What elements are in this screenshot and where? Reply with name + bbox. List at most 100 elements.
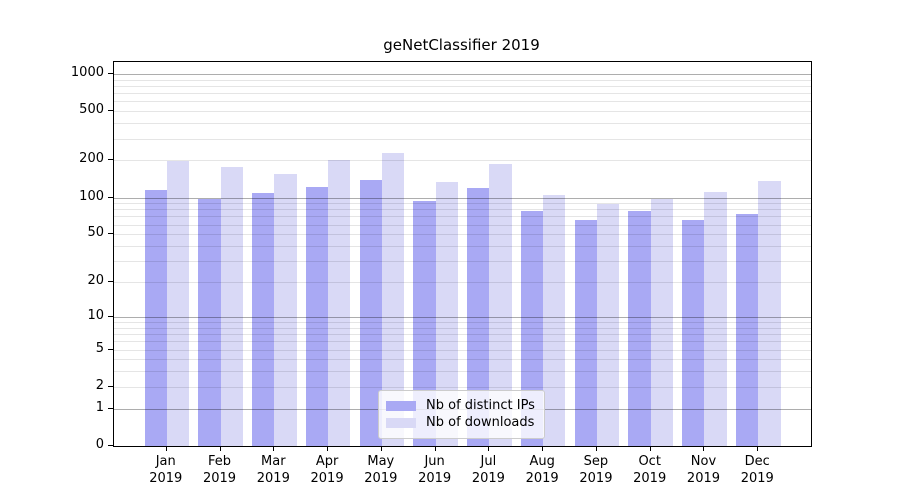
x-tick-mark (165, 447, 167, 451)
y-tick-mark (108, 196, 113, 198)
y-tick-mark (108, 445, 113, 446)
x-tick-label: Dec 2019 (725, 453, 789, 487)
legend: Nb of distinct IPs Nb of downloads (378, 390, 545, 439)
bar-downloads (166, 161, 189, 446)
x-tick-year: 2019 (310, 471, 344, 486)
x-tick-year: 2019 (418, 471, 452, 486)
bar-downloads (758, 181, 781, 446)
x-tick-year: 2019 (149, 471, 183, 486)
y-tick-mark (108, 281, 113, 283)
legend-row-distinct-ips: Nb of distinct IPs (386, 398, 535, 413)
x-tick-year: 2019 (202, 471, 237, 486)
chart-title: geNetClassifier 2019 (383, 36, 540, 54)
y-tick-label: 20 (87, 273, 104, 289)
legend-swatch-distinct-ips (386, 400, 416, 411)
bar-distinct-ips (467, 188, 490, 446)
bar-distinct-ips (198, 199, 221, 446)
x-tick-month: Jun (424, 454, 445, 469)
x-tick-label: Oct 2019 (618, 453, 682, 487)
y-tick-mark (108, 73, 113, 74)
x-tick-mark (327, 447, 329, 451)
x-tick-mark (380, 447, 382, 451)
y-tick-label: 1000 (70, 65, 104, 80)
bar-distinct-ips (736, 213, 759, 446)
y-tick-label: 2 (95, 377, 104, 393)
y-tick-mark (108, 407, 113, 409)
plot-area: Nb of distinct IPs Nb of downloads (113, 61, 812, 447)
bar-downloads (543, 195, 566, 446)
bar-distinct-ips (628, 210, 651, 446)
x-tick-year: 2019 (525, 471, 559, 486)
x-tick-mark (542, 447, 544, 451)
x-tick-mark (757, 447, 759, 451)
x-tick-month: Aug (529, 454, 555, 469)
x-tick-month: Sep (583, 454, 609, 469)
x-tick-month: May (367, 454, 395, 469)
bar-downloads (435, 182, 458, 446)
x-tick-label: Jul 2019 (456, 453, 520, 487)
x-tick-year: 2019 (686, 471, 721, 486)
x-tick-month: Dec (744, 454, 770, 469)
x-tick-label: Aug 2019 (510, 453, 574, 487)
bar-distinct-ips (359, 180, 382, 446)
bar-distinct-ips (574, 219, 597, 446)
y-tick-label: 200 (79, 151, 104, 167)
y-tick-mark (108, 348, 113, 350)
x-tick-mark (703, 447, 705, 451)
y-tick-label: 500 (79, 102, 104, 118)
legend-row-downloads: Nb of downloads (386, 415, 535, 430)
x-tick-label: Nov 2019 (671, 453, 735, 487)
bar-distinct-ips (252, 193, 275, 446)
x-tick-year: 2019 (364, 471, 398, 486)
bar-downloads (328, 160, 351, 446)
bars-layer (114, 62, 811, 446)
x-tick-month: Apr (315, 454, 339, 469)
y-tick-mark (108, 110, 113, 112)
x-tick-label: Sep 2019 (564, 453, 628, 487)
y-tick-mark (108, 159, 113, 161)
y-tick-mark (108, 233, 113, 235)
x-tick-mark (649, 447, 651, 451)
x-tick-mark (219, 447, 221, 451)
bar-downloads (489, 163, 512, 446)
x-tick-mark (488, 447, 490, 451)
bar-downloads (596, 204, 620, 446)
bar-downloads (274, 174, 297, 446)
bar-downloads (220, 167, 243, 446)
legend-label-downloads: Nb of downloads (426, 415, 535, 430)
x-tick-label: Mar 2019 (241, 453, 305, 487)
x-tick-month: Jul (480, 454, 497, 469)
x-tick-label: May 2019 (349, 453, 413, 487)
x-tick-mark (273, 447, 275, 451)
y-tick-label: 10 (87, 307, 104, 323)
bar-distinct-ips (144, 190, 167, 446)
x-tick-month: Nov (690, 454, 717, 469)
x-tick-month: Jan (155, 454, 176, 469)
bar-distinct-ips (413, 201, 436, 446)
bar-downloads (381, 152, 405, 446)
y-tick-mark (108, 385, 113, 387)
bar-downloads (650, 199, 673, 446)
x-tick-month: Feb (208, 454, 232, 469)
x-tick-year: 2019 (471, 471, 505, 486)
x-tick-label: Apr 2019 (295, 453, 359, 487)
x-tick-label: Feb 2019 (188, 453, 252, 487)
x-tick-year: 2019 (740, 471, 774, 486)
y-tick-label: 50 (87, 225, 104, 241)
x-tick-month: Oct (638, 454, 661, 469)
bar-downloads (704, 192, 727, 446)
legend-swatch-downloads (386, 417, 416, 428)
bar-distinct-ips (305, 186, 329, 446)
x-tick-mark (595, 447, 597, 451)
bar-distinct-ips (682, 220, 705, 446)
x-tick-year: 2019 (256, 471, 290, 486)
x-tick-year: 2019 (633, 471, 667, 486)
y-tick-label: 5 (95, 340, 104, 356)
x-tick-month: Mar (261, 454, 286, 469)
y-tick-label: 1 (95, 399, 104, 415)
bar-distinct-ips (520, 210, 544, 446)
y-tick-label: 0 (95, 437, 104, 452)
x-tick-label: Jan 2019 (134, 453, 198, 487)
legend-label-distinct-ips: Nb of distinct IPs (426, 398, 535, 413)
